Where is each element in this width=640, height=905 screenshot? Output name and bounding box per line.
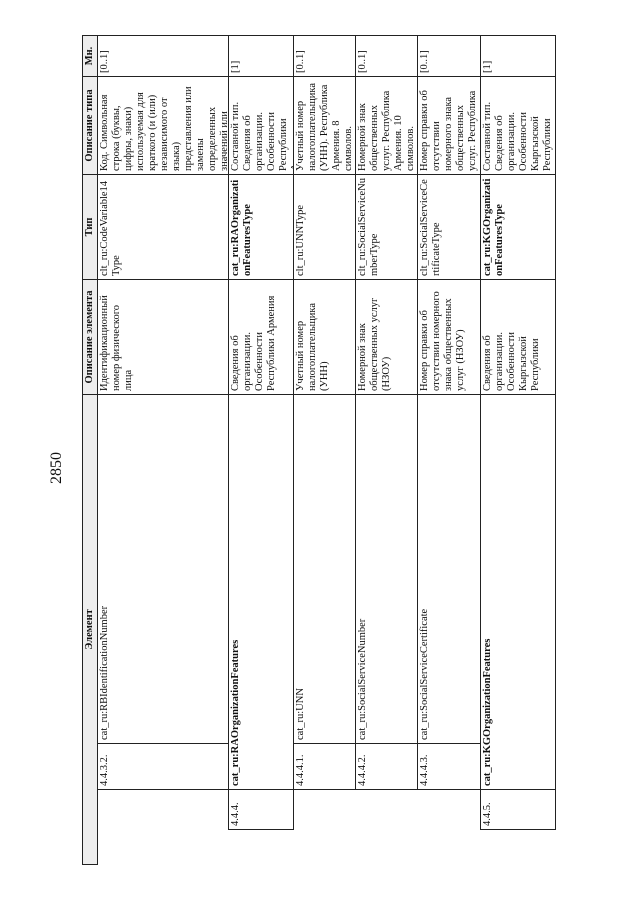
row-number: 4.4.4.	[228, 789, 294, 830]
element-type: clt_ru:CodeVariable14Type	[97, 174, 229, 280]
element-type: cat_ru:KGOrganizationFeaturesType	[480, 174, 556, 280]
multiplicity: [1]	[480, 35, 556, 77]
multiplicity: [0..1]	[355, 35, 418, 77]
element-type: clt_ru:UNNType	[293, 174, 356, 280]
header-element-description: Описание элемента	[82, 279, 98, 395]
header-type-description: Описание типа	[82, 76, 98, 175]
row-number: 4.4.4.2.	[355, 743, 418, 790]
element-type: clt_ru:SocialServiceCertificateType	[417, 174, 481, 280]
element-name: cat_ru:SocialServiceNumber	[355, 394, 418, 744]
element-description: Идентификационный номер физического лица	[97, 279, 229, 395]
type-description: Составной тип. Сведения об организации. …	[228, 76, 294, 175]
multiplicity: [0..1]	[417, 35, 481, 77]
element-description: Номерной знак общественных услуг (НЗОУ)	[355, 279, 418, 395]
header-multiplicity: Мн.	[82, 35, 98, 77]
page-number: 2850	[48, 452, 65, 484]
multiplicity: [1]	[228, 35, 294, 77]
row-number: 4.4.3.2.	[97, 743, 229, 790]
element-name: cat_ru:UNN	[293, 394, 356, 744]
multiplicity: [0..1]	[97, 35, 229, 77]
element-description: Учетный номер налогоплательщика (УНН)	[293, 279, 356, 395]
element-name: cat_ru:KGOrganizationFeatures	[480, 394, 556, 790]
element-name: cat_ru:RBIdentificationNumber	[97, 394, 229, 744]
type-description: Номерной знак общественных услуг. Респуб…	[355, 76, 418, 175]
row-number: 4.4.5.	[480, 789, 556, 830]
element-type: clt_ru:SocialServiceNumberType	[355, 174, 418, 280]
element-type: cat_ru:RAOrganizationFeaturesType	[228, 174, 294, 280]
type-description: Составной тип. Сведения об организации. …	[480, 76, 556, 175]
rotated-table-page: 2850 Элемент Описание элемента Тип Описа…	[48, 35, 556, 865]
type-description: Учетный номер налогоплательщика (УНН). Р…	[293, 76, 356, 175]
type-description: Номер справки об отсутствии номерного зн…	[417, 76, 481, 175]
element-name: cat_ru:RAOrganizationFeatures	[228, 394, 294, 790]
multiplicity: [0..1]	[293, 35, 356, 77]
type-description: Код. Символьная строка (буквы, цифры, зн…	[97, 76, 229, 175]
element-description: Сведения об организации. Особенности Кыр…	[480, 279, 556, 395]
element-description: Номер справки об отсутствии номерного зн…	[417, 279, 481, 395]
element-description: Сведения об организации. Особенности Рес…	[228, 279, 294, 395]
element-name: cat_ru:SocialServiceCertificate	[417, 394, 481, 744]
row-number: 4.4.4.3.	[417, 743, 481, 790]
header-element: Элемент	[82, 394, 98, 865]
row-number: 4.4.4.1.	[293, 743, 356, 790]
header-type: Тип	[82, 174, 98, 280]
